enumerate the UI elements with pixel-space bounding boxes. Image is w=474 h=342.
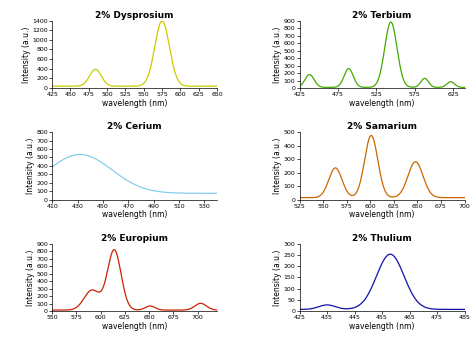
Title: 2% Cerium: 2% Cerium — [107, 122, 162, 131]
Title: 2% Samarium: 2% Samarium — [347, 122, 417, 131]
Y-axis label: Intensity (a.u.): Intensity (a.u.) — [26, 138, 35, 194]
X-axis label: wavelength (nm): wavelength (nm) — [102, 210, 167, 219]
X-axis label: wavelength (nm): wavelength (nm) — [102, 99, 167, 108]
Y-axis label: Intensity (a.u.): Intensity (a.u.) — [22, 26, 31, 82]
Y-axis label: Intensity (a.u.): Intensity (a.u.) — [273, 138, 282, 194]
Y-axis label: Intensity (a.u.): Intensity (a.u.) — [26, 249, 35, 306]
Title: 2% Thulium: 2% Thulium — [352, 234, 412, 243]
Title: 2% Europium: 2% Europium — [101, 234, 168, 243]
Y-axis label: Intensity (a.u.): Intensity (a.u.) — [273, 26, 282, 82]
X-axis label: wavelength (nm): wavelength (nm) — [102, 322, 167, 331]
X-axis label: wavelength (nm): wavelength (nm) — [349, 210, 415, 219]
Y-axis label: Intensity (a.u.): Intensity (a.u.) — [273, 249, 282, 306]
Title: 2% Dysprosium: 2% Dysprosium — [95, 11, 174, 20]
X-axis label: wavelength (nm): wavelength (nm) — [349, 322, 415, 331]
Title: 2% Terbium: 2% Terbium — [352, 11, 412, 20]
X-axis label: wavelength (nm): wavelength (nm) — [349, 99, 415, 108]
